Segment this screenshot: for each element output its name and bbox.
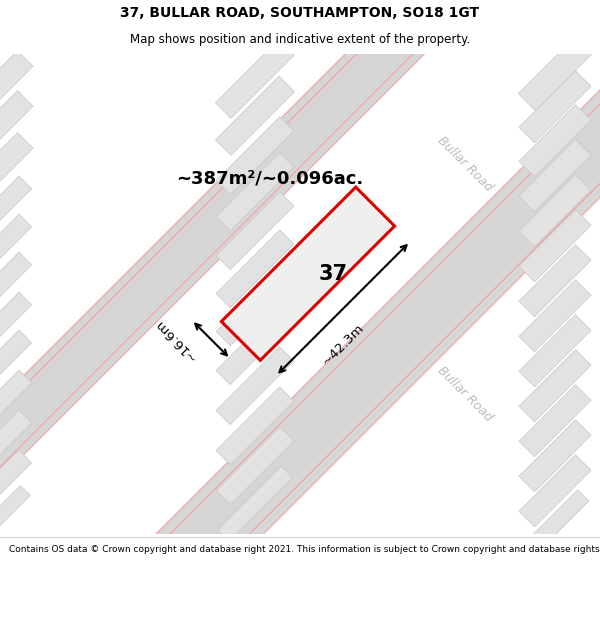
Polygon shape	[519, 420, 591, 492]
Polygon shape	[0, 91, 33, 177]
Polygon shape	[519, 210, 591, 282]
Polygon shape	[519, 245, 591, 317]
Text: Bullar Road: Bullar Road	[435, 364, 495, 424]
Polygon shape	[519, 350, 591, 422]
Polygon shape	[519, 175, 591, 247]
Polygon shape	[519, 140, 591, 212]
Polygon shape	[216, 153, 294, 231]
Polygon shape	[105, 0, 600, 625]
Text: Contains OS data © Crown copyright and database right 2021. This information is : Contains OS data © Crown copyright and d…	[9, 545, 600, 554]
Polygon shape	[0, 252, 32, 336]
Polygon shape	[216, 427, 294, 504]
Polygon shape	[0, 292, 32, 376]
Polygon shape	[519, 385, 591, 457]
Polygon shape	[0, 132, 33, 219]
Polygon shape	[0, 330, 32, 414]
Polygon shape	[216, 192, 294, 269]
Text: ~16.6m: ~16.6m	[152, 316, 199, 363]
Polygon shape	[0, 214, 32, 298]
Text: 37, BULLAR ROAD, SOUTHAMPTON, SO18 1GT: 37, BULLAR ROAD, SOUTHAMPTON, SO18 1GT	[121, 6, 479, 20]
Polygon shape	[519, 455, 591, 527]
Polygon shape	[216, 268, 294, 346]
Polygon shape	[521, 490, 589, 558]
Polygon shape	[218, 466, 292, 541]
Polygon shape	[216, 307, 294, 384]
Text: ~387m²/~0.096ac.: ~387m²/~0.096ac.	[176, 170, 364, 187]
Polygon shape	[0, 486, 31, 566]
Polygon shape	[216, 117, 294, 194]
Polygon shape	[0, 370, 32, 454]
Polygon shape	[519, 315, 591, 387]
Polygon shape	[216, 230, 294, 308]
Polygon shape	[519, 71, 591, 142]
Polygon shape	[215, 39, 295, 118]
Polygon shape	[0, 51, 33, 137]
Text: Bullar Road: Bullar Road	[435, 134, 495, 194]
Polygon shape	[216, 347, 294, 424]
Text: Map shows position and indicative extent of the property.: Map shows position and indicative extent…	[130, 33, 470, 46]
Polygon shape	[216, 387, 294, 464]
Polygon shape	[519, 280, 591, 352]
Polygon shape	[221, 187, 395, 361]
Polygon shape	[0, 450, 32, 534]
Polygon shape	[0, 0, 483, 625]
Polygon shape	[519, 105, 591, 177]
Polygon shape	[0, 410, 32, 494]
Polygon shape	[518, 37, 592, 111]
Text: 37: 37	[319, 264, 347, 284]
Polygon shape	[0, 176, 32, 259]
Text: ~42.3m: ~42.3m	[319, 321, 367, 368]
Polygon shape	[215, 76, 295, 156]
